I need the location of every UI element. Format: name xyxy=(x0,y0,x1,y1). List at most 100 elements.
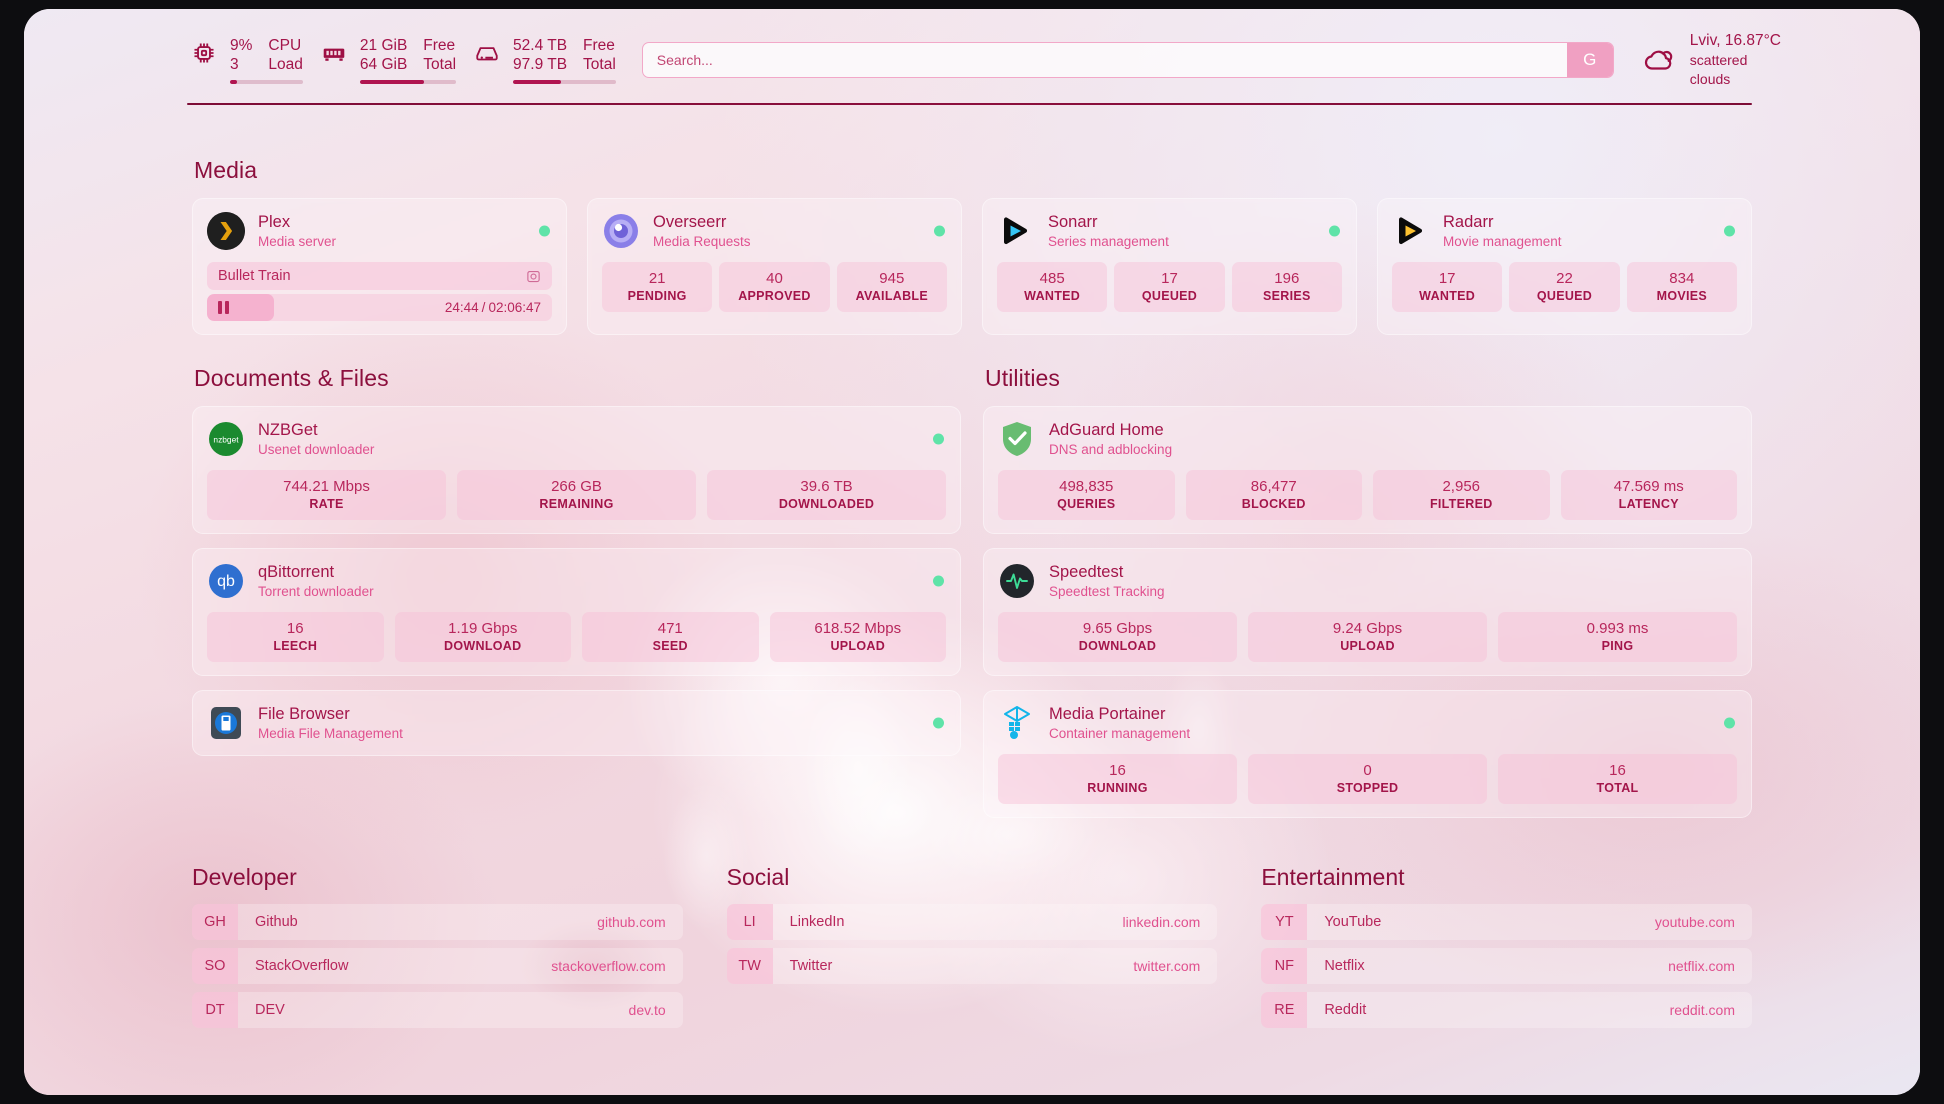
section-documents: Documents & Files nzbget xyxy=(192,365,961,818)
service-description: Media File Management xyxy=(258,726,403,741)
service-card-qbittorrent[interactable]: qb qBittorrent Torrent downloader xyxy=(192,548,961,676)
memory-labels: Free Total xyxy=(423,36,456,74)
service-description: DNS and adblocking xyxy=(1049,442,1173,457)
playback-elapsed: 24:44 xyxy=(444,300,479,315)
bookmark-url: youtube.com xyxy=(1654,914,1735,930)
bookmark-url: linkedin.com xyxy=(1122,914,1201,930)
bookmark-link[interactable]: YT YouTube youtube.com xyxy=(1261,904,1752,940)
service-name: AdGuard Home xyxy=(1049,421,1164,439)
memory-ram-icon xyxy=(319,36,349,70)
search-input[interactable] xyxy=(642,43,1567,77)
service-card-speedtest[interactable]: Speedtest Speedtest Tracking 9.65 Gbps D… xyxy=(983,548,1752,676)
stat-label: QUEUED xyxy=(1536,289,1593,303)
bookmark-link[interactable]: DT DEV dev.to xyxy=(192,992,683,1028)
status-indicator-online xyxy=(539,225,550,237)
service-name: Speedtest xyxy=(1049,563,1124,581)
memory-usage-bar xyxy=(359,80,457,84)
service-description: Usenet downloader xyxy=(258,442,375,457)
memory-values: 21 GiB 64 GiB xyxy=(360,36,407,74)
bookmark-link[interactable]: NF Netflix netflix.com xyxy=(1261,948,1752,984)
bookmark-badge: LI xyxy=(726,904,773,940)
stat-value: 39.6 TB xyxy=(800,478,853,495)
media-cards-row: Plex Media server Bullet Train xyxy=(192,198,1752,335)
stat-tile: 471 SEED xyxy=(582,612,759,662)
bookmark-link[interactable]: TW Twitter twitter.com xyxy=(726,948,1218,984)
memory-free-value: 21 GiB xyxy=(359,37,408,54)
stat-cpu: 9% 3 CPU Load xyxy=(189,36,303,84)
bookmark-link[interactable]: GH Github github.com xyxy=(192,904,683,940)
disk-label-total: Total xyxy=(583,56,616,73)
stat-label: BLOCKED xyxy=(1241,497,1306,511)
bookmark-url: stackoverflow.com xyxy=(551,958,666,974)
bookmark-name: YouTube xyxy=(1324,914,1382,930)
stat-tile: 47.569 ms LATENCY xyxy=(1560,470,1737,520)
stat-tile: 86,477 BLOCKED xyxy=(1185,470,1362,520)
bookmark-link[interactable]: SO StackOverflow stackoverflow.com xyxy=(192,948,683,984)
bookmark-name: Github xyxy=(255,914,298,930)
stat-value: 16 xyxy=(1609,762,1626,779)
service-card-nzbget[interactable]: nzbget NZBGet Usenet downloader xyxy=(192,406,961,534)
stat-value: 471 xyxy=(657,620,683,637)
service-card-sonarr[interactable]: Sonarr Series management 485 WANTED xyxy=(982,198,1357,335)
bookmark-link[interactable]: RE Reddit reddit.com xyxy=(1261,992,1752,1028)
service-card-plex[interactable]: Plex Media server Bullet Train xyxy=(192,198,567,335)
stat-tile: 196 SERIES xyxy=(1231,262,1342,312)
memory-label-free: Free xyxy=(423,37,456,54)
status-indicator-online xyxy=(933,433,944,445)
search-submit-button[interactable]: G xyxy=(1566,43,1613,77)
stat-value: 17 xyxy=(1438,270,1456,287)
service-card-adguard-home[interactable]: AdGuard Home DNS and adblocking 498,835 … xyxy=(983,406,1752,534)
cast-icon[interactable] xyxy=(526,269,541,284)
service-description: Series management xyxy=(1048,234,1169,249)
status-indicator-online xyxy=(933,575,944,587)
service-description: Torrent downloader xyxy=(258,584,374,599)
search-bar[interactable]: G xyxy=(641,42,1614,78)
playback-total: 02:06:47 xyxy=(488,300,541,315)
bookmark-url: netflix.com xyxy=(1668,958,1735,974)
stat-value: 86,477 xyxy=(1250,478,1297,495)
weather-widget[interactable]: Lviv, 16.87°C scattered clouds xyxy=(1640,31,1880,89)
bookmark-name: Twitter xyxy=(789,958,833,974)
cpu-label-line2: Load xyxy=(268,56,303,73)
stat-label: RUNNING xyxy=(1087,781,1148,795)
stat-value: 9.24 Gbps xyxy=(1332,620,1403,637)
stat-tile: 16 TOTAL xyxy=(1498,754,1737,804)
file-browser-icon xyxy=(207,704,245,742)
svg-text:qb: qb xyxy=(217,573,235,590)
section-title-utilities: Utilities xyxy=(985,365,1061,391)
weather-condition: scattered clouds xyxy=(1689,52,1748,87)
bookmark-url: twitter.com xyxy=(1133,958,1201,974)
svg-text:nzbget: nzbget xyxy=(213,435,239,445)
plex-icon xyxy=(207,212,245,250)
service-description: Speedtest Tracking xyxy=(1049,584,1165,599)
service-stat-tiles: 21 PENDING 40 APPROVED 945 AVAILABLE xyxy=(602,262,947,312)
service-card-media-portainer[interactable]: Media Portainer Container management 16 … xyxy=(983,690,1752,818)
bookmark-group-social: Social LI LinkedIn linkedin.com TW Twitt… xyxy=(726,864,1218,1028)
playback-progress-bar[interactable]: 24:44/02:06:47 xyxy=(207,294,552,321)
cpu-values: 9% 3 xyxy=(230,36,252,74)
playback-time-separator: / xyxy=(481,300,486,315)
stat-label: UPLOAD xyxy=(1340,639,1395,653)
service-description: Container management xyxy=(1049,726,1191,741)
stat-label: APPROVED xyxy=(738,289,811,303)
service-card-radarr[interactable]: Radarr Movie management 17 WANTED 2 xyxy=(1377,198,1752,335)
stat-tile: 945 AVAILABLE xyxy=(836,262,947,312)
service-card-file-browser[interactable]: File Browser Media File Management xyxy=(192,690,961,756)
service-card-overseerr[interactable]: Overseerr Media Requests 21 PENDING xyxy=(587,198,962,335)
stat-tile: 1.19 Gbps DOWNLOAD xyxy=(394,612,571,662)
stat-tile: 266 GB REMAINING xyxy=(457,470,696,520)
bookmark-url: dev.to xyxy=(628,1002,666,1018)
stat-value: 266 GB xyxy=(551,478,602,495)
stat-value: 196 xyxy=(1274,270,1300,287)
bookmark-link[interactable]: LI LinkedIn linkedin.com xyxy=(726,904,1218,940)
bookmark-badge: DT xyxy=(192,992,238,1028)
pause-icon[interactable] xyxy=(207,301,229,314)
bookmark-group-title: Social xyxy=(726,864,790,890)
stat-label: REMAINING xyxy=(539,497,614,511)
portainer-icon xyxy=(998,704,1036,742)
stat-value: 21 xyxy=(648,270,666,287)
stat-label: DOWNLOADED xyxy=(778,497,875,511)
sonarr-icon xyxy=(997,212,1035,250)
bookmark-url: github.com xyxy=(597,914,666,930)
bookmark-badge: TW xyxy=(726,948,773,984)
